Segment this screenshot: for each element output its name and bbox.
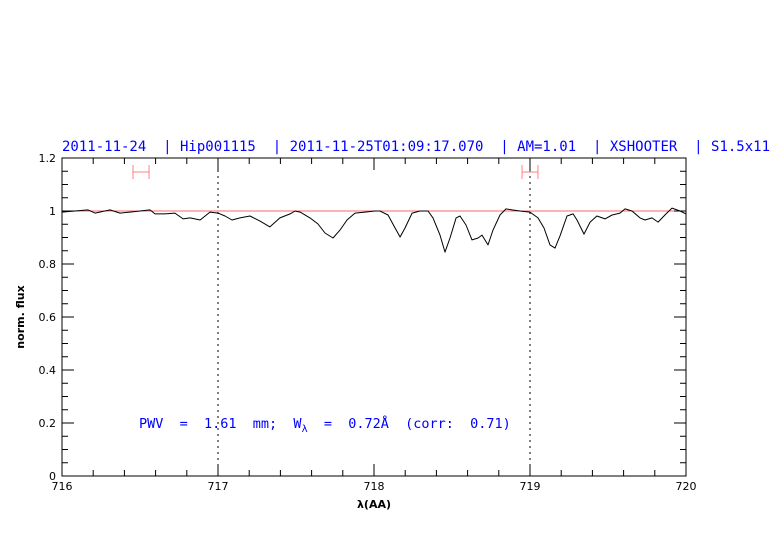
- x-axis-label: λ(AA): [357, 498, 391, 511]
- x-tick-label: 719: [520, 480, 541, 493]
- y-tick-label: 1.2: [39, 152, 57, 165]
- pwv-annotation-rest: = 0.72Å (corr: 0.71): [308, 415, 511, 432]
- x-tick-label: 717: [208, 480, 229, 493]
- pwv-annotation-subscript: λ: [302, 424, 308, 435]
- chart-title: 2011-11-24 | Hip001115 | 2011-11-25T01:0…: [62, 139, 770, 155]
- y-tick-label: 0.2: [39, 417, 57, 430]
- spectrum-line: [61, 207, 687, 253]
- y-tick-label: 0.8: [39, 258, 57, 271]
- x-tick-label: 716: [52, 480, 73, 493]
- y-tick-label: 0.4: [39, 364, 57, 377]
- y-tick-label: 0: [49, 470, 56, 483]
- y-axis-label: norm. flux: [14, 285, 27, 348]
- y-tick-label: 1: [49, 205, 56, 218]
- pwv-annotation: PWV = 1.61 mm; Wλ = 0.72Å (corr: 0.71): [139, 415, 511, 435]
- pwv-annotation-main: PWV = 1.61 mm; W: [139, 416, 302, 432]
- y-tick-label: 0.6: [39, 311, 57, 324]
- x-tick-label: 718: [364, 480, 385, 493]
- x-tick-label: 720: [676, 480, 697, 493]
